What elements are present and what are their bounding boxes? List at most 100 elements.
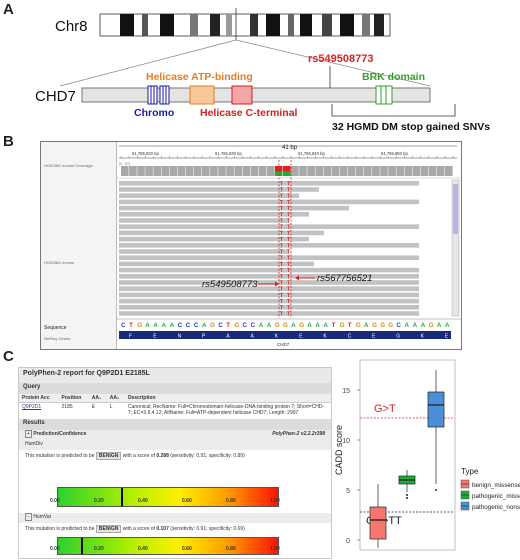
humdiv-tick-label: 0.40 bbox=[138, 498, 148, 504]
read bbox=[119, 274, 419, 279]
aminoacid: E bbox=[372, 334, 376, 340]
aminoacid: K bbox=[275, 334, 279, 340]
humvar-tick-label: 0.40 bbox=[138, 546, 148, 552]
humvar-header: − HumVar bbox=[19, 513, 331, 523]
position-label-3: 61,765,840 bp bbox=[298, 151, 325, 156]
span-label: 41 bp bbox=[282, 145, 298, 151]
read-mismatch: T bbox=[280, 206, 283, 212]
prediction-header: + Prediction/Confidence PolyPhen-2 v2.2.… bbox=[19, 430, 331, 440]
read bbox=[119, 218, 289, 223]
position-label-1: 61,765,820 bp bbox=[132, 151, 159, 156]
box bbox=[427, 391, 445, 428]
humdiv-badge: BENIGN bbox=[95, 452, 122, 460]
legend-label: benign_missense bbox=[472, 482, 520, 489]
panel-label-a: A bbox=[3, 1, 14, 18]
coverage-bar bbox=[428, 166, 437, 176]
collapse-icon-2[interactable]: − bbox=[25, 513, 32, 521]
panel-a-figure: Chr8 CHD7 rs549508773 Helicase ATP-bindi… bbox=[35, 8, 490, 133]
helicase-c-domain bbox=[231, 85, 253, 105]
helicase-atp-label: Helicase ATP-binding bbox=[146, 71, 253, 83]
read bbox=[119, 230, 324, 236]
coverage-bar bbox=[129, 166, 137, 176]
sequence-base: A bbox=[437, 322, 442, 329]
humdiv-score: 0.288 bbox=[156, 453, 169, 459]
results-header: Results bbox=[19, 419, 331, 430]
legend: Type benign_missense pathogenic_missensep… bbox=[460, 467, 520, 511]
sequence-base: A bbox=[364, 322, 369, 329]
sequence-base: C bbox=[178, 322, 183, 329]
read-mismatch: T bbox=[287, 212, 290, 218]
track-coverage-name: HG02861 exome Coverage bbox=[44, 163, 93, 168]
sequence-base: A bbox=[413, 322, 418, 329]
humvar-text2: with a score of bbox=[122, 526, 155, 532]
y-axis-label: CADD score bbox=[334, 425, 344, 475]
sequence-base: A bbox=[145, 322, 150, 329]
humdiv-marker bbox=[120, 488, 123, 506]
humvar-score: 0.107 bbox=[156, 526, 169, 532]
read-mismatch: T bbox=[287, 231, 290, 237]
read bbox=[119, 255, 419, 260]
humdiv-score-bar bbox=[57, 487, 279, 507]
sequence-base: G bbox=[137, 322, 142, 329]
panel-label-b: B bbox=[3, 133, 14, 150]
humdiv-label: HumDiv bbox=[25, 441, 43, 447]
humvar-bar-wrap: 0.00 0.20 0.40 0.60 0.80 1.00 bbox=[47, 532, 287, 558]
sequence-base: T bbox=[332, 322, 336, 329]
sequence-base: C bbox=[194, 322, 199, 329]
aminoacid: K bbox=[421, 334, 425, 340]
coverage-bar bbox=[250, 166, 259, 176]
legend-label: pathogenic_nonsense bbox=[472, 504, 520, 511]
read bbox=[119, 224, 419, 229]
read bbox=[119, 187, 319, 192]
read-mismatch: T bbox=[287, 181, 290, 187]
read-mismatch: T bbox=[287, 256, 290, 262]
read-mismatch: T bbox=[280, 293, 283, 299]
cell-aa2: L bbox=[109, 404, 113, 410]
read bbox=[119, 249, 289, 254]
read-mismatch: T bbox=[287, 287, 290, 293]
reference-label: G>T bbox=[374, 403, 396, 415]
read-mismatch: T bbox=[280, 212, 283, 218]
read bbox=[119, 243, 419, 248]
coverage-bar bbox=[388, 166, 396, 176]
boxes bbox=[369, 370, 445, 548]
read-mismatch: T bbox=[280, 287, 283, 293]
coverage-bar bbox=[372, 166, 380, 176]
y-tick-label: 5 bbox=[346, 488, 350, 495]
read-mismatch: T bbox=[280, 268, 283, 274]
sequence-base: G bbox=[275, 322, 280, 329]
coverage-bar bbox=[234, 166, 242, 176]
read-mismatch: T bbox=[287, 243, 290, 249]
coverage-bar bbox=[242, 166, 251, 176]
sequence-base: G bbox=[380, 322, 385, 329]
read-mismatch: T bbox=[287, 305, 290, 311]
igv-scrollbar[interactable] bbox=[451, 179, 460, 317]
read-mismatch: T bbox=[280, 312, 283, 318]
read-mismatch: T bbox=[287, 194, 290, 200]
sequence-base: T bbox=[348, 322, 352, 329]
sequence-base: G bbox=[388, 322, 393, 329]
y-axis: 0 5 10 15 bbox=[342, 388, 360, 545]
collapse-icon[interactable]: + bbox=[25, 430, 32, 438]
coverage-bar bbox=[169, 166, 178, 176]
polyphen-report: PolyPhen-2 report for Q9P2D1 E2185L Quer… bbox=[18, 367, 332, 559]
sequence-base: G bbox=[340, 322, 345, 329]
coverage-bar bbox=[161, 166, 170, 176]
coverage-bar bbox=[420, 166, 429, 176]
humdiv-tick-label: 1.00 bbox=[270, 498, 280, 504]
chromo-label: Chromo bbox=[134, 107, 174, 119]
read-mismatch: T bbox=[287, 237, 290, 243]
read bbox=[119, 298, 419, 304]
aminoacid: E bbox=[299, 334, 303, 340]
aminoacid: K bbox=[323, 334, 327, 340]
humvar-text1: This mutation is predicted to be bbox=[25, 526, 95, 532]
humdiv-text1: This mutation is predicted to be bbox=[25, 453, 95, 459]
read bbox=[119, 305, 419, 310]
read bbox=[119, 236, 309, 242]
read-mismatch: T bbox=[280, 243, 283, 249]
protein-acc-link[interactable]: Q9P2D1 bbox=[22, 404, 42, 410]
track-sequence-name: Sequence bbox=[44, 325, 67, 331]
sequence-base: G bbox=[210, 322, 215, 329]
sequence-base: T bbox=[129, 322, 133, 329]
sequence-base: A bbox=[153, 322, 158, 329]
